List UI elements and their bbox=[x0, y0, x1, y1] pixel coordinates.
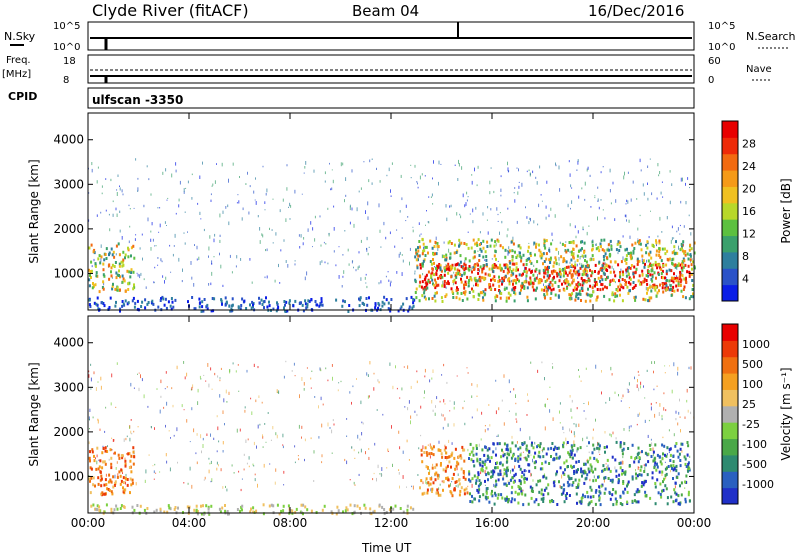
colorbar-frame bbox=[721, 120, 739, 302]
freq-label: Freq. bbox=[6, 55, 31, 66]
nave-tick-top: 60 bbox=[708, 56, 721, 67]
colorbar-tick-label: 8 bbox=[742, 250, 749, 263]
nave-tick-bottom: 0 bbox=[708, 75, 714, 86]
cpid-label: CPID bbox=[8, 90, 37, 103]
x-tick-label: 08:00 bbox=[273, 516, 308, 530]
nsearch-label: N.Search bbox=[746, 30, 796, 43]
colorbar-tick-label: -500 bbox=[742, 458, 767, 471]
y-tick-label: 2000 bbox=[53, 425, 84, 439]
y-tick-label: 1000 bbox=[53, 266, 84, 280]
x-tick-label: 04:00 bbox=[172, 516, 207, 530]
colorbar-tick-label: 24 bbox=[742, 160, 756, 173]
y-axis-label: Slant Range [km] bbox=[27, 159, 41, 263]
colorbar: 28 24 20 16 12 8 4 Power [dB] bbox=[721, 120, 793, 302]
echo-region-near-zero bbox=[90, 503, 415, 516]
y-tick-label: 3000 bbox=[53, 380, 84, 394]
colorbar-tick-label: 4 bbox=[742, 273, 749, 286]
colorbar-segment bbox=[722, 438, 738, 456]
y-tick-label: 4000 bbox=[53, 133, 84, 147]
colorbar-segment bbox=[722, 235, 738, 253]
colorbar-segment bbox=[722, 356, 738, 374]
velocity-panel: 4000 3000 2000 1000 00:00 04:00 08:00 12:00 16:0… bbox=[27, 315, 793, 530]
y-tick-label: 4000 bbox=[53, 336, 84, 350]
colorbar-tick-label: 20 bbox=[742, 183, 756, 196]
colorbar-tick-label: 25 bbox=[742, 398, 756, 411]
colorbar-tick-label: 100 bbox=[742, 378, 763, 391]
y-axis-label: Slant Range [km] bbox=[27, 362, 41, 466]
echo-region-negative bbox=[88, 446, 136, 497]
colorbar-tick-label: 28 bbox=[742, 138, 756, 151]
nsky-strip: N.Sky 10^5 10^0 10^5 10^0 N.Search bbox=[4, 21, 796, 53]
colorbar-segment bbox=[722, 137, 738, 155]
colorbar-tick-label: -25 bbox=[742, 418, 760, 431]
nsky-frame bbox=[87, 21, 695, 51]
freq-unit: [MHz] bbox=[2, 69, 31, 80]
colorbar-segment bbox=[722, 422, 738, 440]
colorbar-tick-label: -100 bbox=[742, 438, 767, 451]
freq-strip: Freq. [MHz] 18 8 60 0 Nave bbox=[2, 54, 772, 86]
x-axis-label: Time UT bbox=[361, 541, 412, 554]
colorbar-tick-label: 12 bbox=[742, 228, 756, 241]
beam-title: Beam 04 bbox=[352, 2, 419, 20]
echo-region-negative bbox=[419, 445, 469, 498]
cpid-frame bbox=[87, 87, 695, 109]
colorbar-segment bbox=[722, 405, 738, 423]
colorbar-segment bbox=[722, 471, 738, 489]
colorbar-label: Velocity [m s⁻¹] bbox=[779, 367, 793, 460]
cpid-value: ulfscan -3350 bbox=[92, 93, 183, 107]
plot-area bbox=[88, 113, 694, 310]
colorbar-segment bbox=[722, 170, 738, 187]
x-tick-label: 20:00 bbox=[576, 516, 611, 530]
colorbar-segment bbox=[722, 324, 738, 341]
x-tick-label: 00:00 bbox=[71, 516, 106, 530]
freq-frame bbox=[87, 54, 695, 84]
x-tick-label: 12:00 bbox=[374, 516, 409, 530]
colorbar-segment bbox=[722, 202, 738, 220]
y-tick-label: 1000 bbox=[53, 469, 84, 483]
echo-region-positive bbox=[468, 440, 691, 507]
colorbar-segment bbox=[722, 268, 738, 286]
colorbar-frame bbox=[721, 323, 739, 505]
colorbar-segment bbox=[722, 487, 738, 505]
nsky-label: N.Sky bbox=[4, 30, 36, 43]
colorbar-segment bbox=[722, 251, 738, 269]
colorbar-segment bbox=[722, 219, 738, 237]
colorbar-tick-label: 500 bbox=[742, 358, 763, 371]
nave-label: Nave bbox=[746, 64, 772, 75]
colorbar-segment bbox=[722, 121, 738, 138]
y-tick-label: 3000 bbox=[53, 177, 84, 191]
station-title: Clyde River (fitACF) bbox=[92, 1, 249, 20]
colorbar-tick-label: 1000 bbox=[742, 338, 770, 351]
colorbar-segment bbox=[722, 389, 738, 407]
colorbar-segment bbox=[722, 153, 738, 171]
colorbar-segment bbox=[722, 186, 738, 204]
colorbar-segment bbox=[722, 284, 738, 302]
colorbar-tick-label: -1000 bbox=[742, 478, 774, 491]
x-tick-label: 00:00 bbox=[677, 516, 712, 530]
colorbar: 1000 500 100 25 -25 -100 -500 -1000 Velocity [m … bbox=[721, 323, 793, 505]
nsearch-tick-bottom: 10^0 bbox=[708, 42, 735, 53]
y-tick-label: 2000 bbox=[53, 222, 84, 236]
colorbar-label: Power [dB] bbox=[779, 178, 793, 243]
colorbar-segment bbox=[722, 373, 738, 390]
echo-region-medium bbox=[88, 242, 136, 294]
echo-region-medium bbox=[414, 237, 696, 303]
colorbar-segment bbox=[722, 340, 738, 358]
noise-speckle bbox=[88, 360, 695, 492]
power-panel: 4000 3000 2000 1000 Slant Range [km] 28 24 20 16… bbox=[27, 112, 793, 313]
freq-tick-bottom: 8 bbox=[63, 75, 69, 86]
freq-tick-top: 18 bbox=[63, 56, 76, 67]
date-title: 16/Dec/2016 bbox=[588, 2, 684, 20]
x-tick-label: 16:00 bbox=[475, 516, 510, 530]
nsearch-tick-top: 10^5 bbox=[708, 21, 735, 32]
nsky-tick-top: 10^5 bbox=[53, 21, 80, 32]
noise-speckle bbox=[88, 158, 693, 291]
plot-area bbox=[88, 316, 694, 513]
colorbar-tick-label: 16 bbox=[742, 205, 756, 218]
cpid-strip: CPID ulfscan -3350 bbox=[8, 87, 695, 109]
colorbar-segment bbox=[722, 454, 738, 472]
nsky-tick-bottom: 10^0 bbox=[53, 42, 80, 53]
